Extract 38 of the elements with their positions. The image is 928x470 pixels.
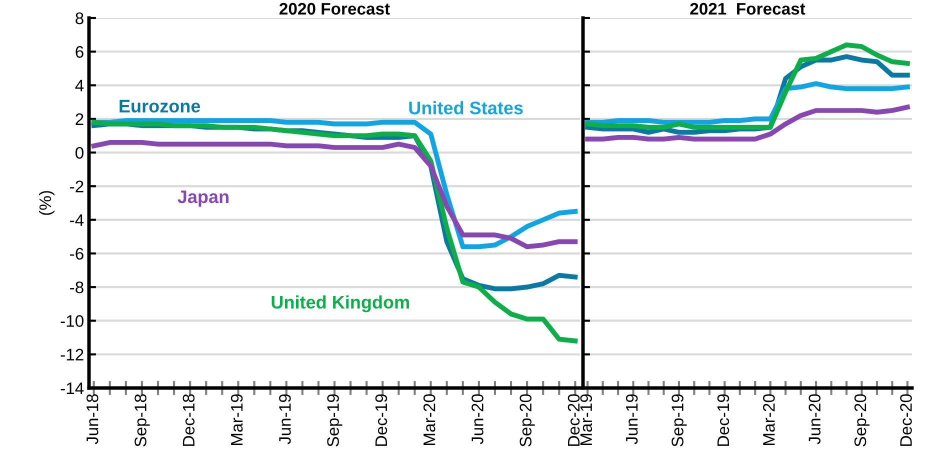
y-tick-label: 2: [76, 113, 84, 125]
chart-title: 2021 Forecast: [690, 2, 806, 15]
text: Japan: [178, 190, 228, 207]
y-tick-label: -2: [70, 180, 84, 192]
x-tick-label: Jun-20: [808, 394, 821, 444]
x-tick-label: Dec-20: [900, 394, 912, 446]
x-tick-label: Jun-19: [279, 394, 291, 444]
series-label: Eurozone: [120, 100, 200, 113]
y-tick-label: -10: [60, 315, 84, 327]
x-tick-label: Dec-19: [375, 394, 388, 446]
x-tick-label: Sep-18: [134, 394, 150, 447]
x-tick-label: Jun-19: [626, 394, 638, 444]
y-tick-label: -6: [70, 248, 84, 260]
x-tick-label: Mar-19: [230, 394, 243, 445]
x-tick-label: Dec-18: [182, 394, 195, 446]
x-tick-label: Jun-18: [86, 394, 98, 444]
series-label: United States: [409, 101, 523, 114]
x-tick-label: Dec-19: [717, 394, 730, 446]
y-tick-label: 4: [75, 80, 84, 92]
x-tick-label: Sep-20: [520, 394, 535, 447]
x-tick-label: Sep-19: [672, 394, 687, 447]
y-tick-label: 6: [76, 46, 84, 58]
x-tick-label: Mar-20: [763, 394, 775, 445]
y-tick-label: 0: [76, 146, 84, 159]
y-tick-label: -14: [60, 382, 84, 394]
x-tick-label: Mar-20: [423, 394, 436, 445]
x-tick-label: Dec-20: [568, 394, 580, 446]
y-tick-label: 8: [76, 12, 84, 24]
chart-title: 2020 Forecast: [279, 2, 390, 15]
x-tick-label: Mar-19: [580, 394, 592, 445]
x-tick-label: Sep-19: [327, 394, 342, 447]
x-tick-label: Jun-20: [472, 394, 484, 444]
y-tick-label: -12: [60, 348, 84, 360]
y-tick-label: -8: [70, 281, 84, 294]
y-axis-title: (%): [38, 191, 54, 215]
y-tick-label: -4: [70, 214, 84, 226]
x-tick-label: Sep-20: [854, 394, 870, 447]
text: United Kingdom: [272, 295, 409, 312]
